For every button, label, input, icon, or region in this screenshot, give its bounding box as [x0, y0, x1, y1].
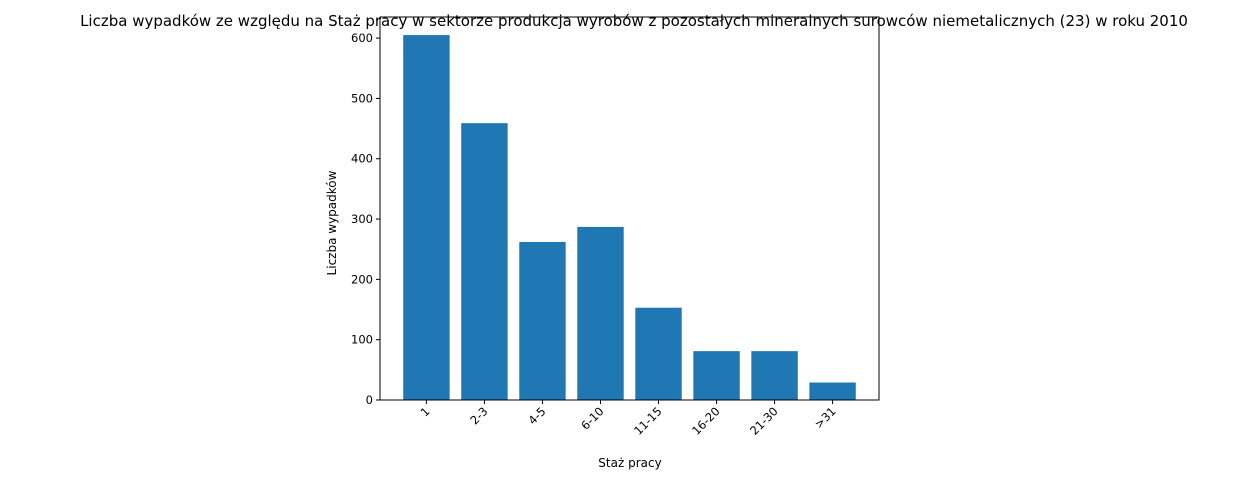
bar — [693, 351, 740, 400]
x-axis-label: Staż pracy — [598, 456, 661, 470]
bar — [461, 123, 508, 401]
y-tick-label: 200 — [351, 272, 373, 286]
bar — [403, 35, 450, 401]
bar — [519, 241, 566, 400]
y-axis-label: Liczba wypadków — [325, 170, 339, 275]
bar — [635, 307, 682, 400]
y-tick-label: 0 — [366, 393, 373, 407]
y-tick-label: 100 — [351, 333, 373, 347]
y-tick-label: 600 — [351, 31, 373, 45]
x-tick-label: 1 — [417, 404, 432, 419]
x-tick-label: >31 — [812, 404, 839, 431]
y-tick-label: 300 — [351, 212, 373, 226]
bar — [809, 382, 856, 400]
x-tick-label: 6-10 — [578, 404, 606, 432]
y-tick-label: 400 — [351, 152, 373, 166]
x-tick-label: 4-5 — [525, 404, 548, 427]
plot-frame — [379, 16, 880, 401]
plot-area: 0 100 200 300 400 500 600 1 2-3 4-5 6-10 11-15 16-20… — [351, 16, 880, 438]
y-tick-label: 500 — [351, 91, 373, 105]
bar — [577, 226, 624, 400]
bar — [751, 351, 798, 400]
x-tick-label: 21-30 — [747, 404, 781, 438]
chart-title: Liczba wypadków ze względu na Staż pracy… — [80, 12, 1188, 30]
x-tick-label: 2-3 — [467, 404, 490, 427]
x-tick-label: 16-20 — [689, 404, 723, 438]
x-tick-label: 11-15 — [631, 404, 665, 438]
